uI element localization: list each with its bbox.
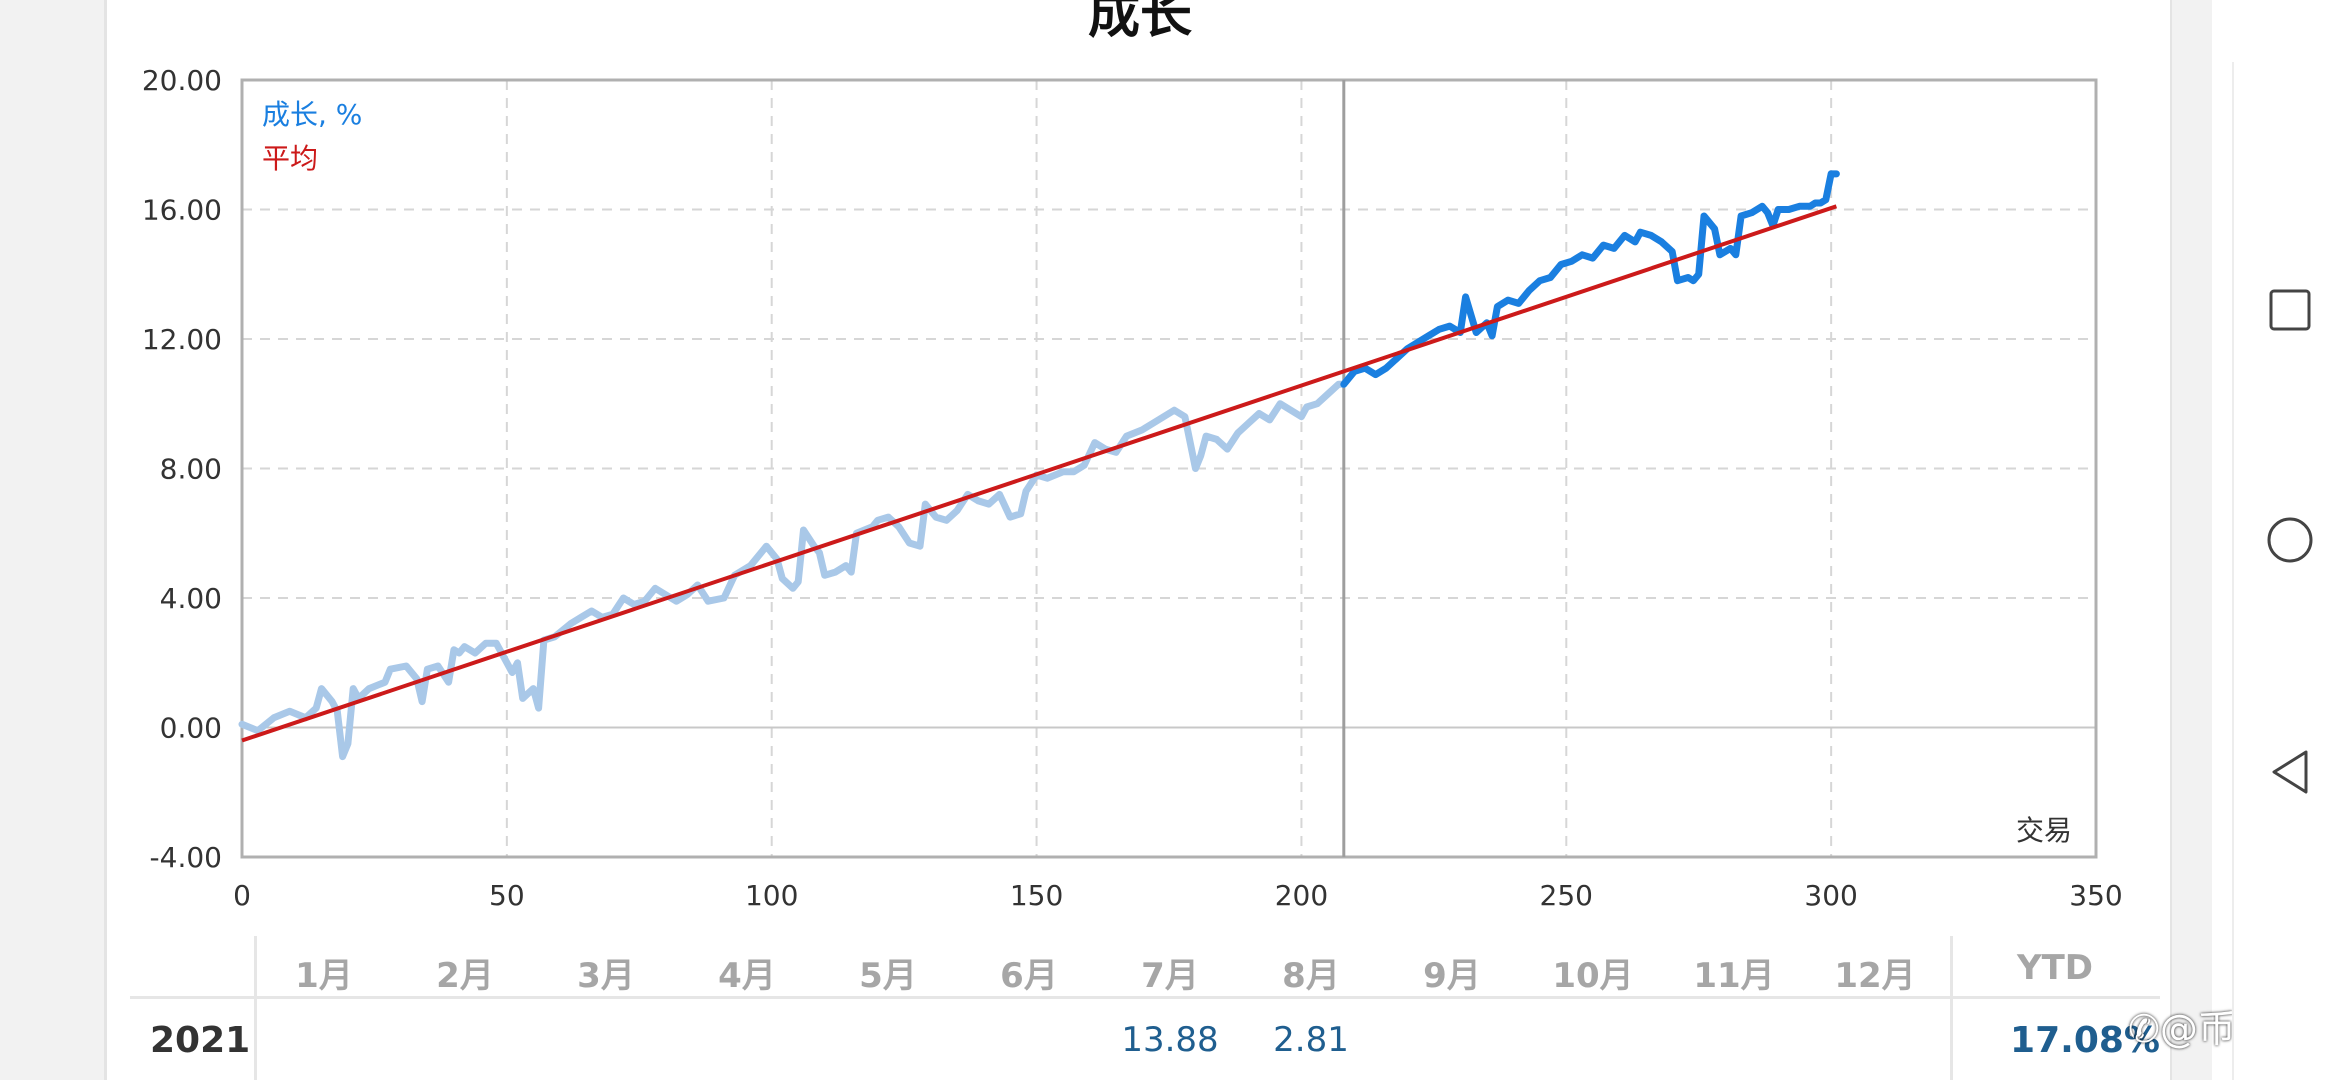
page-edge-right — [2172, 0, 2212, 1080]
year-column-divider — [254, 936, 257, 1080]
weibo-icon: ✆ — [2128, 1007, 2160, 1051]
x-tick-label: 0 — [233, 879, 251, 912]
x-tick-label: 250 — [1540, 879, 1593, 912]
growth-chart: 成长 0 50 100 150 200 250 300 350 -4.00 0.00 4.00 8.0… — [142, 0, 2123, 912]
x-axis-label: 交易 — [2016, 814, 2072, 847]
ytd-header: YTD — [2016, 948, 2094, 988]
average-line — [241, 204, 1838, 743]
y-tick-label: 0.00 — [160, 712, 222, 745]
page-border-right — [2170, 0, 2173, 1080]
month-header: 5月 — [859, 956, 917, 996]
month-header: 12月 — [1834, 956, 1916, 996]
month-return-aug: 2.81 — [1273, 1020, 1349, 1060]
back-icon[interactable] — [2262, 744, 2318, 800]
month-return-jul: 13.88 — [1121, 1020, 1219, 1060]
month-header: 1月 — [295, 956, 353, 996]
plot-area-frame — [240, 78, 2098, 859]
month-header: 9月 — [1423, 956, 1481, 996]
system-navigation-bar — [2232, 62, 2340, 1080]
month-header: 8月 — [1282, 956, 1340, 996]
growth-line-history — [238, 380, 1348, 761]
month-header: 7月 — [1141, 956, 1199, 996]
x-tick-label: 100 — [745, 879, 798, 912]
month-header: 11月 — [1693, 956, 1775, 996]
y-tick-label: 4.00 — [160, 582, 222, 615]
page-border-left — [104, 0, 107, 1080]
home-icon[interactable] — [2262, 512, 2318, 568]
ytd-return: 17.08% — [2010, 1020, 2160, 1061]
recent-apps-icon[interactable] — [2262, 282, 2318, 338]
month-header: 3月 — [577, 956, 635, 996]
monthly-returns-table: 1月 2月 3月 4月 5月 6月 7月 8月 9月 10月 11月 12月 Y… — [130, 930, 2160, 1080]
legend-average: 平均 — [262, 142, 318, 175]
chart-title: 成长 — [1088, 0, 1192, 45]
y-tick-label: 20.00 — [142, 64, 222, 97]
x-tick-label: 200 — [1275, 879, 1328, 912]
x-tick-label: 300 — [1804, 879, 1857, 912]
growth-line-recent — [1340, 170, 1840, 388]
month-header: 6月 — [1000, 956, 1058, 996]
y-tick-label: 12.00 — [142, 323, 222, 356]
x-tick-label: 150 — [1010, 879, 1063, 912]
month-header: 4月 — [718, 956, 776, 996]
legend-growth: 成长, % — [262, 98, 362, 131]
x-tick-label: 50 — [489, 879, 525, 912]
ytd-column-divider — [1950, 936, 1953, 1080]
y-tick-label: 16.00 — [142, 194, 222, 227]
y-tick-label: -4.00 — [150, 841, 222, 874]
y-tick-label: 8.00 — [160, 453, 222, 486]
month-header: 2月 — [436, 956, 494, 996]
header-divider — [130, 996, 2160, 999]
x-tick-label: 350 — [2069, 879, 2122, 912]
year-label: 2021 — [150, 1020, 251, 1061]
month-header: 10月 — [1552, 956, 1634, 996]
page-edge-left — [0, 0, 104, 1080]
